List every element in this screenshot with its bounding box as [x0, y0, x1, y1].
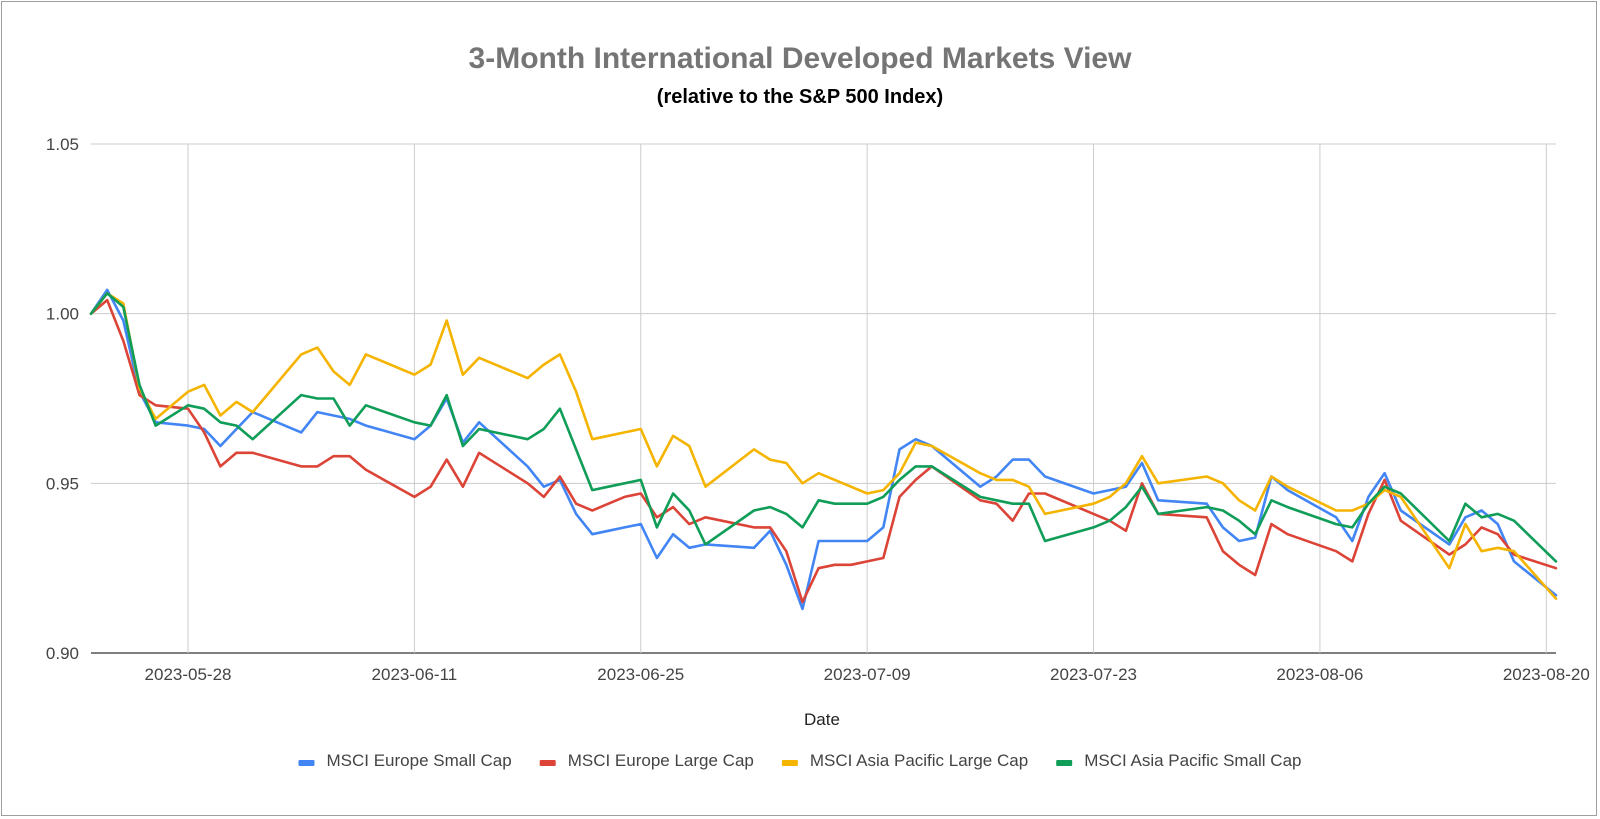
x-tick-label: 2023-08-20 [1503, 665, 1590, 684]
series-lines [89, 288, 1558, 611]
series-line [89, 288, 1558, 611]
legend-swatch [298, 760, 315, 766]
x-axis-title: Date [804, 710, 840, 729]
x-tick-labels: 2023-05-28 2023-06-11 2023-06-25 2023-07-09… [145, 665, 1590, 684]
x-tick-label: 2023-06-25 [597, 665, 684, 684]
legend: MSCI Europe Small Cap MSCI Europe Large C… [298, 751, 1301, 770]
legend-label: MSCI Europe Small Cap [327, 751, 512, 770]
legend-swatch [781, 760, 798, 766]
legend-label: MSCI Asia Pacific Large Cap [810, 751, 1028, 770]
y-gridlines [91, 143, 1556, 654]
y-tick-label: 0.90 [46, 644, 79, 663]
legend-label: MSCI Europe Large Cap [568, 751, 754, 770]
y-tick-label: 1.00 [46, 305, 79, 324]
x-tick-label: 2023-05-28 [145, 665, 232, 684]
legend-item[interactable]: MSCI Europe Large Cap [539, 751, 754, 770]
y-tick-label: 1.05 [46, 135, 79, 154]
legend-label: MSCI Asia Pacific Small Cap [1084, 751, 1301, 770]
x-tick-label: 2023-08-06 [1276, 665, 1363, 684]
legend-item[interactable]: MSCI Asia Pacific Large Cap [781, 751, 1028, 770]
series-line [89, 298, 1558, 604]
series-line [89, 291, 1558, 601]
legend-item[interactable]: MSCI Europe Small Cap [298, 751, 512, 770]
x-tick-label: 2023-07-09 [824, 665, 911, 684]
legend-item[interactable]: MSCI Asia Pacific Small Cap [1056, 751, 1301, 770]
series-line [89, 291, 1558, 563]
x-tick-label: 2023-06-11 [372, 665, 458, 684]
x-gridlines [187, 144, 1547, 653]
y-tick-labels: 0.90 0.95 1.00 1.05 [46, 135, 79, 663]
chart-subtitle: (relative to the S&P 500 Index) [657, 86, 943, 108]
x-tick-label: 2023-07-23 [1050, 665, 1137, 684]
chart-title: 3-Month International Developed Markets … [469, 42, 1133, 75]
legend-swatch [1056, 760, 1073, 766]
y-tick-label: 0.95 [46, 474, 79, 493]
legend-swatch [539, 760, 556, 766]
